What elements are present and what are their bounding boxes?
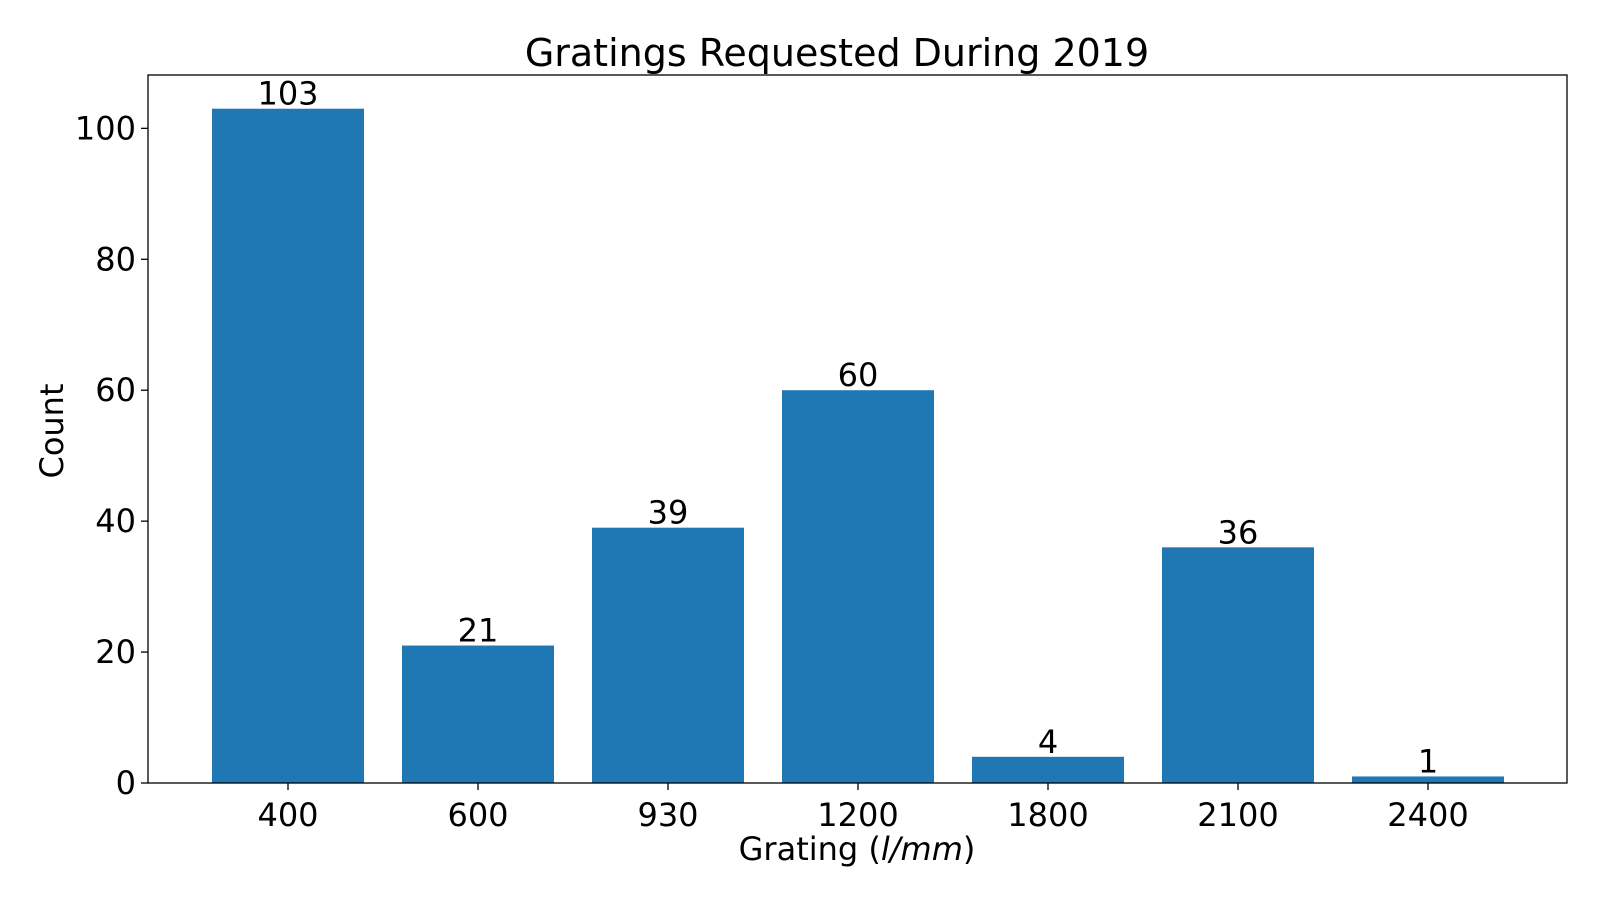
data-label-600: 21 xyxy=(458,612,499,650)
x-tick-label-2400: 2400 xyxy=(1387,796,1468,834)
x-tick-label-2100: 2100 xyxy=(1197,796,1278,834)
y-tick-label-0: 0 xyxy=(116,764,136,802)
x-axis-label: Grating (l/mm) xyxy=(739,830,976,868)
x-tick-label-1200: 1200 xyxy=(817,796,898,834)
bar-600 xyxy=(402,645,554,783)
x-tick-label-400: 400 xyxy=(257,796,318,834)
plot-frame xyxy=(147,74,1568,784)
data-label-2100: 36 xyxy=(1218,513,1259,551)
bar-1800 xyxy=(972,756,1124,783)
x-axis-label-prefix: Grating ( xyxy=(739,830,881,868)
data-label-400: 103 xyxy=(257,75,318,113)
data-label-1200: 60 xyxy=(838,356,879,394)
y-tick-label-80: 80 xyxy=(95,240,136,278)
x-axis: 400 600 930 1200 1800 2100 2400 xyxy=(257,783,1469,834)
data-label-930: 39 xyxy=(648,494,689,532)
bar-2400 xyxy=(1352,776,1504,783)
x-tick-label-1800: 1800 xyxy=(1007,796,1088,834)
bar-400 xyxy=(212,108,364,783)
data-label-2400: 1 xyxy=(1418,742,1438,780)
data-label-1800: 4 xyxy=(1038,723,1058,761)
y-tick-label-20: 20 xyxy=(95,633,136,671)
y-tick-label-60: 60 xyxy=(95,371,136,409)
y-axis: 0 20 40 60 80 100 xyxy=(75,109,148,802)
y-axis-label: Count xyxy=(33,383,71,478)
x-axis-label-unit: l/mm xyxy=(881,830,963,868)
bar-1200 xyxy=(782,390,934,783)
x-tick-label-930: 930 xyxy=(637,796,698,834)
chart-title: Gratings Requested During 2019 xyxy=(525,31,1149,75)
bar-2100 xyxy=(1162,547,1314,783)
bars-group xyxy=(212,108,1504,783)
bar-930 xyxy=(592,527,744,783)
y-tick-label-100: 100 xyxy=(75,109,136,147)
y-tick-label-40: 40 xyxy=(95,502,136,540)
data-labels-group: 103 21 39 60 4 36 1 xyxy=(257,75,1438,781)
x-tick-label-600: 600 xyxy=(447,796,508,834)
x-axis-label-suffix: ) xyxy=(963,830,975,868)
